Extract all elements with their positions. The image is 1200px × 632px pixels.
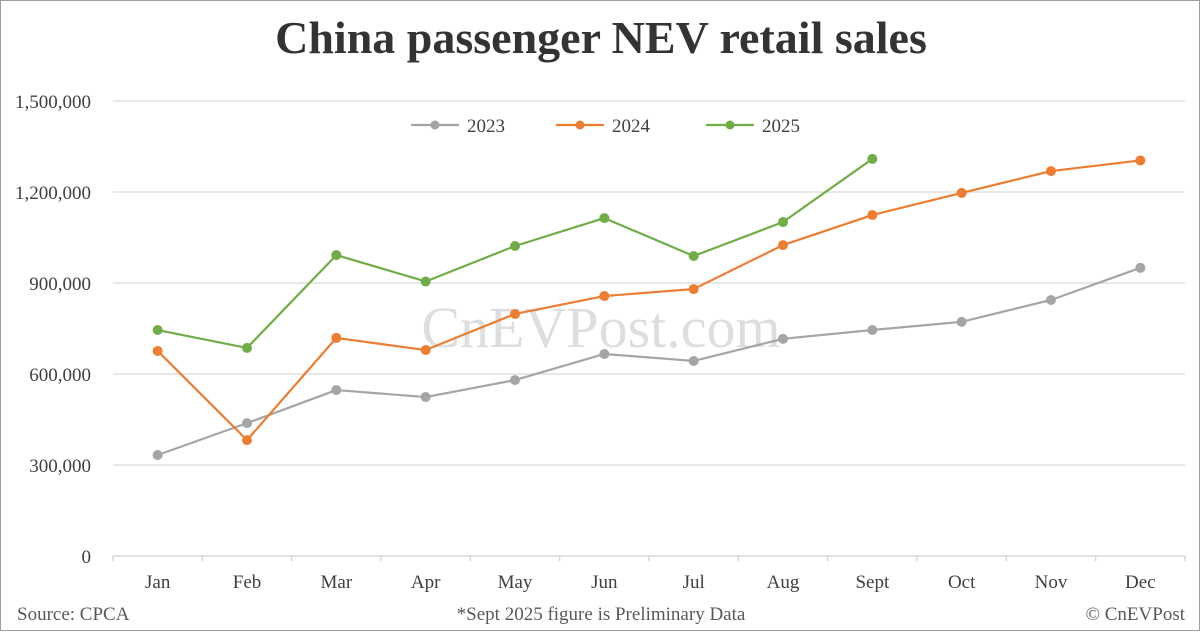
series-line xyxy=(156,159,1141,442)
series-line xyxy=(157,266,1141,457)
legend-marker-icon xyxy=(430,120,440,130)
legend-label: 2025 xyxy=(762,116,800,137)
data-point xyxy=(1135,262,1146,273)
gridlines xyxy=(113,100,1185,466)
x-tick-label: Mar xyxy=(321,572,353,593)
data-point xyxy=(599,291,610,302)
x-tick-label: Jan xyxy=(145,572,171,593)
data-point xyxy=(331,250,342,261)
y-tick-label: 1,500,000 xyxy=(15,92,91,113)
data-point xyxy=(510,308,520,319)
data-point xyxy=(778,240,788,251)
x-tick-label: Dec xyxy=(1125,572,1156,593)
legend: 2023 2024 2025 xyxy=(411,116,800,137)
data-point xyxy=(331,385,342,396)
copyright-note: © CnEVPost xyxy=(1085,604,1185,625)
preliminary-note: *Sept 2025 figure is Preliminary Data xyxy=(456,604,746,625)
data-point xyxy=(242,342,252,353)
y-tick-label: 300,000 xyxy=(29,456,91,477)
watermark-text: CnEVPost.com xyxy=(421,295,780,360)
data-point xyxy=(688,355,699,366)
legend-marker-icon xyxy=(725,120,735,130)
series-2025 xyxy=(152,153,878,353)
data-point xyxy=(420,392,431,403)
data-point xyxy=(688,251,699,262)
y-tick-label: 0 xyxy=(82,547,92,568)
data-point xyxy=(867,325,878,336)
data-point xyxy=(1135,155,1146,166)
series-2024 xyxy=(152,155,1146,446)
data-point xyxy=(420,276,431,287)
data-point xyxy=(1046,294,1056,305)
series-2023 xyxy=(152,262,1146,460)
x-tick-label: Nov xyxy=(1035,572,1068,593)
x-tick-label: Feb xyxy=(233,572,262,593)
data-point xyxy=(242,435,252,446)
x-tick-label: Jun xyxy=(591,572,618,593)
x-tick-label: Aug xyxy=(767,572,800,593)
data-point xyxy=(867,153,878,164)
data-point xyxy=(778,217,788,228)
x-tick-label: Sept xyxy=(855,572,890,593)
data-point xyxy=(956,316,967,327)
legend-item-2024: 2024 xyxy=(556,116,651,137)
x-axis: Jan Feb Mar Apr May Jun Jul Aug Sept Oct Nov Dec xyxy=(112,555,1186,593)
x-tick-label: Oct xyxy=(948,572,976,593)
x-tick-label: Apr xyxy=(411,572,441,593)
y-axis-labels: 0 300,000 600,000 900,000 1,200,000 1,500,000 xyxy=(15,92,91,568)
data-point xyxy=(152,325,163,336)
legend-item-2025: 2025 xyxy=(706,116,800,137)
source-note: Source: CPCA xyxy=(17,604,130,625)
legend-label: 2024 xyxy=(612,116,651,137)
data-point xyxy=(420,345,431,356)
data-point xyxy=(331,332,342,343)
data-point xyxy=(510,240,520,251)
data-point xyxy=(1046,166,1056,177)
x-tick-label: Jul xyxy=(683,572,705,593)
data-point xyxy=(956,187,967,198)
y-tick-label: 1,200,000 xyxy=(15,183,91,204)
data-point xyxy=(599,213,610,224)
series-lines xyxy=(152,153,1146,460)
data-point xyxy=(599,348,610,359)
legend-marker-icon xyxy=(575,120,585,130)
data-point xyxy=(152,345,163,356)
data-point xyxy=(867,210,878,221)
data-point xyxy=(152,449,163,460)
data-point xyxy=(688,284,699,295)
chart-title: China passenger NEV retail sales xyxy=(275,12,927,63)
data-point xyxy=(510,375,520,386)
data-point xyxy=(778,333,788,344)
y-tick-label: 900,000 xyxy=(29,274,91,295)
data-point xyxy=(242,418,252,429)
legend-label: 2023 xyxy=(467,116,505,137)
legend-item-2023: 2023 xyxy=(411,116,505,137)
y-tick-label: 600,000 xyxy=(29,365,91,386)
x-tick-label: May xyxy=(498,572,533,593)
watermark: CnEVPost.com xyxy=(421,295,780,360)
